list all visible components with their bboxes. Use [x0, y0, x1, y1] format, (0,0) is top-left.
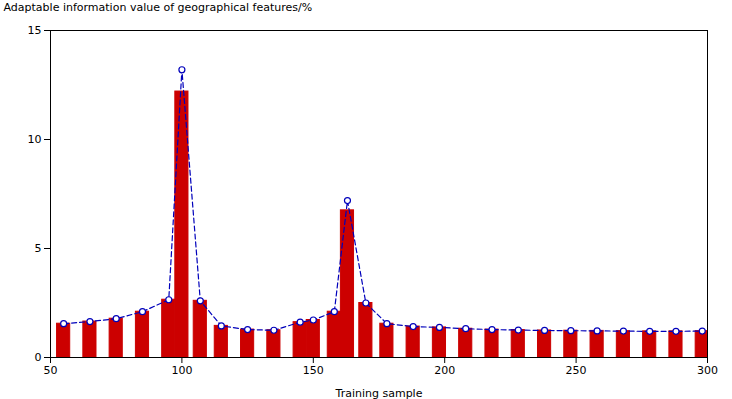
svg-text:300: 300 — [697, 364, 718, 377]
svg-text:5: 5 — [35, 242, 42, 255]
svg-text:Adaptable information value of: Adaptable information value of geographi… — [4, 1, 313, 14]
svg-text:10: 10 — [28, 133, 42, 146]
svg-text:0: 0 — [35, 351, 42, 364]
svg-text:15: 15 — [28, 24, 42, 37]
svg-text:200: 200 — [434, 364, 455, 377]
svg-text:150: 150 — [303, 364, 324, 377]
svg-text:250: 250 — [566, 364, 587, 377]
svg-text:100: 100 — [171, 364, 192, 377]
svg-text:Training sample: Training sample — [335, 387, 423, 399]
svg-text:50: 50 — [44, 364, 58, 377]
